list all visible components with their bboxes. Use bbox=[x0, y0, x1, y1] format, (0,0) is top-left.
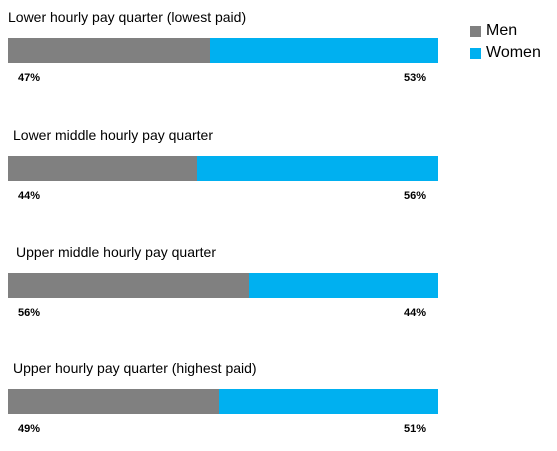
bar-segment-women bbox=[248, 273, 438, 298]
stacked-bar bbox=[8, 273, 438, 298]
stacked-bar bbox=[8, 38, 438, 63]
quarter-lower: Lower hourly pay quarter (lowest paid) 47… bbox=[0, 0, 460, 100]
quarter-title: Upper middle hourly pay quarter bbox=[16, 244, 216, 260]
data-label-men: 49% bbox=[18, 423, 41, 435]
bar-segment-men bbox=[8, 389, 219, 414]
quarter-title: Lower middle hourly pay quarter bbox=[13, 127, 213, 143]
data-label-women: 51% bbox=[404, 423, 427, 435]
bar-segment-women bbox=[210, 38, 438, 63]
legend-swatch-women bbox=[470, 48, 481, 59]
legend-label-women: Women bbox=[486, 44, 541, 61]
bar-segment-women bbox=[218, 389, 438, 414]
quarter-lower-middle: Lower middle hourly pay quarter 44% 56% bbox=[0, 118, 460, 218]
quarter-upper: Upper hourly pay quarter (highest paid) 4… bbox=[0, 351, 460, 451]
legend-swatch-men bbox=[470, 26, 481, 37]
data-label-women: 56% bbox=[404, 190, 427, 202]
data-label-women: 44% bbox=[404, 307, 427, 319]
bar-segment-men bbox=[8, 273, 249, 298]
data-label-women: 53% bbox=[404, 72, 427, 84]
bar-segment-women bbox=[197, 156, 438, 181]
data-label-men: 44% bbox=[18, 190, 41, 202]
stacked-bar bbox=[8, 156, 438, 181]
quarter-upper-middle: Upper middle hourly pay quarter 56% 44% bbox=[0, 235, 460, 335]
data-label-men: 47% bbox=[18, 72, 41, 84]
bar-segment-men bbox=[8, 156, 198, 181]
data-label-men: 56% bbox=[18, 307, 41, 319]
quarter-title: Lower hourly pay quarter (lowest paid) bbox=[8, 9, 247, 25]
quarter-title: Upper hourly pay quarter (highest paid) bbox=[13, 360, 257, 376]
bar-segment-men bbox=[8, 38, 211, 63]
stacked-bar bbox=[8, 389, 438, 414]
legend-label-men: Men bbox=[486, 22, 518, 39]
